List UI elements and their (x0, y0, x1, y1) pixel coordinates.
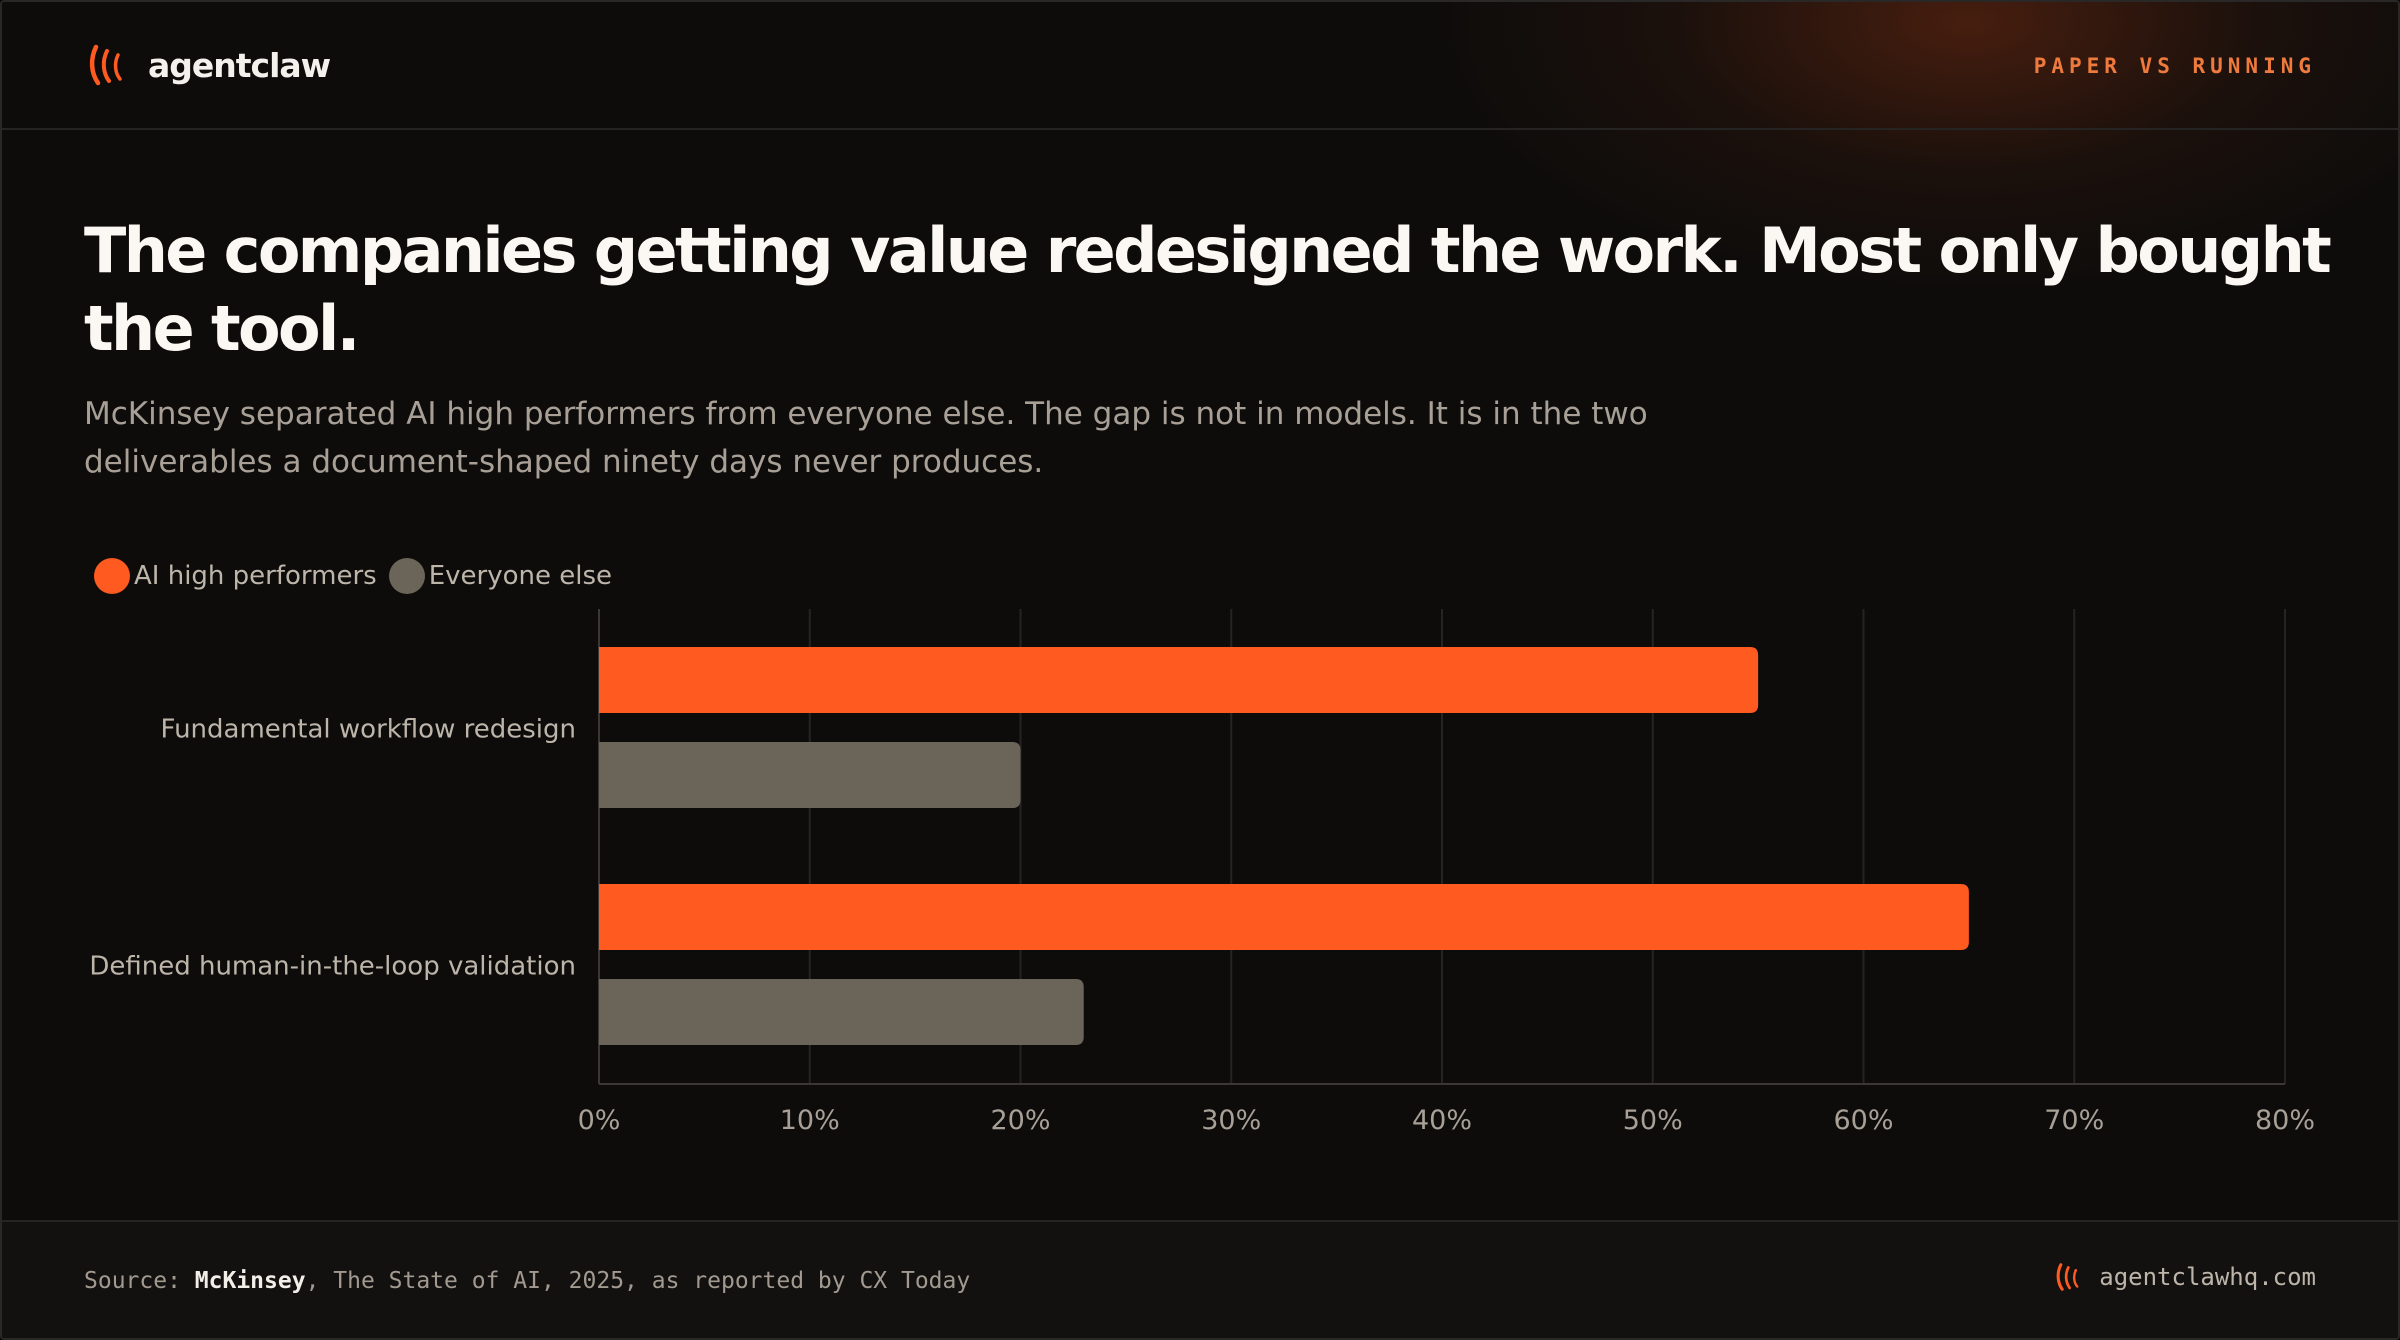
bar-0-1 (599, 742, 1021, 808)
claw-logo-icon (2056, 1263, 2079, 1291)
source-detail: , The State of AI, 2025, as reported by … (305, 1268, 971, 1294)
category-label-0: Fundamental workflow redesign (161, 715, 576, 745)
brand: agentclaw (88, 40, 331, 90)
x-tick-label-70: 70% (2044, 1105, 2104, 1136)
source-org: McKinsey (194, 1268, 306, 1294)
legend-swatch-high-performers (94, 558, 130, 594)
section-tag: PAPER VS RUNNING (2033, 54, 2316, 78)
bar-1-1 (599, 979, 1084, 1045)
subhead: McKinsey separated AI high performers fr… (84, 396, 1648, 480)
x-tick-label-40: 40% (1412, 1105, 1472, 1136)
category-label-1: Defined human-in-the-loop validation (89, 952, 576, 982)
chart-legend: AI high performers Everyone else (94, 558, 612, 594)
x-tick-label-10: 10% (780, 1105, 840, 1136)
x-tick-label-0: 0% (578, 1105, 621, 1136)
legend-label-high-performers: AI high performers (134, 561, 377, 591)
source-note: Source: McKinsey, The State of AI, 2025,… (84, 1268, 970, 1294)
headline: The companies getting value redesigned t… (84, 214, 2332, 365)
x-tick-label-20: 20% (990, 1105, 1050, 1136)
brand-name: agentclaw (148, 45, 331, 85)
legend-item-high-performers: AI high performers (94, 558, 377, 594)
x-tick-label-50: 50% (1623, 1105, 1683, 1136)
x-tick-label-30: 30% (1201, 1105, 1261, 1136)
source-prefix: Source: (84, 1268, 195, 1294)
legend-label-everyone-else: Everyone else (428, 561, 613, 591)
site-url[interactable]: agentclawhq.com (2099, 1263, 2316, 1291)
claw-logo-icon (89, 44, 122, 86)
header: agentclaw PAPER VS RUNNING (2, 2, 2398, 130)
legend-swatch-everyone-else (388, 558, 425, 594)
site-link[interactable]: agentclawhq.com (2055, 1262, 2316, 1292)
bar-1-0 (599, 884, 1969, 950)
bar-0-0 (599, 647, 1759, 713)
x-tick-label-60: 60% (1833, 1105, 1893, 1136)
footer: Source: McKinsey, The State of AI, 2025,… (2, 1220, 2398, 1338)
x-tick-label-80: 80% (2255, 1105, 2315, 1136)
legend-item-everyone-else: Everyone else (388, 558, 613, 594)
